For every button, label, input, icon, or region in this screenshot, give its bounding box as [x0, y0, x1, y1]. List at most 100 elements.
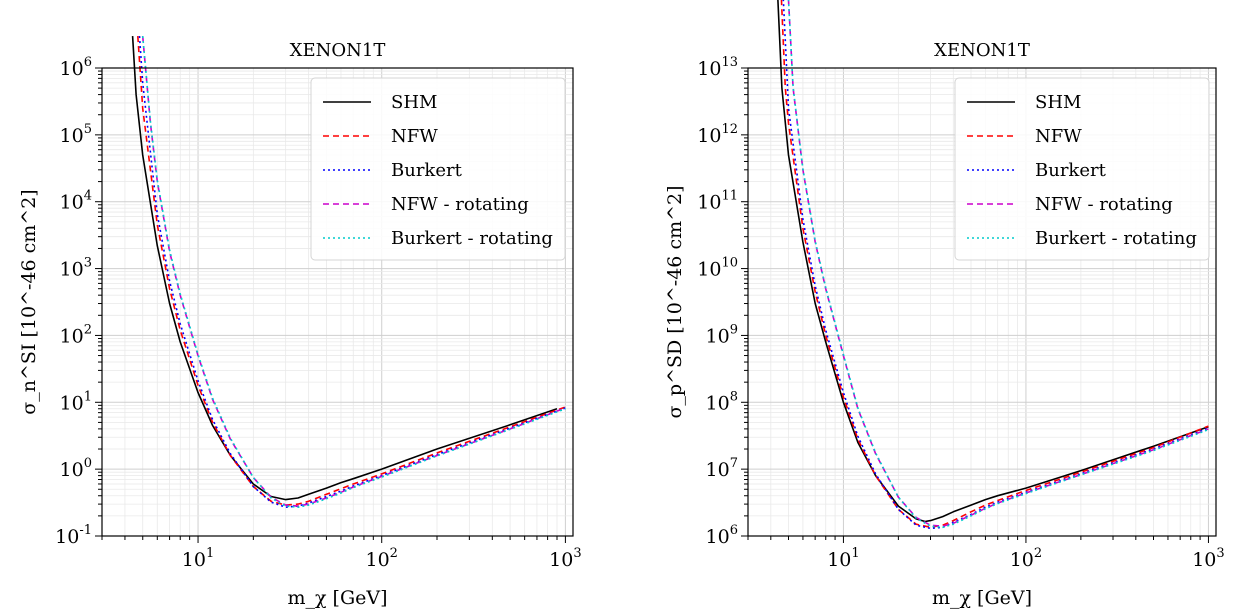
y-tick-label-base: 10: [706, 459, 730, 481]
y-tick-label-exp: 4: [84, 189, 92, 204]
y-tick-label-base: 10: [60, 58, 84, 80]
y-tick-label-exp: 9: [730, 322, 738, 337]
x-tick-label: 101: [182, 546, 214, 571]
series-line-burkert: [138, 36, 566, 508]
y-tick-label-exp: -1: [79, 523, 92, 538]
y-tick-label-base: 10: [60, 459, 84, 481]
y-tick-label-base: 10: [706, 526, 730, 548]
x-tick-label-exp: 2: [390, 546, 398, 561]
legend-label: NFW - rotating: [1035, 194, 1173, 215]
y-tick-label-exp: 5: [84, 122, 92, 137]
y-tick-label-exp: 7: [730, 456, 738, 471]
legend-box: [954, 77, 1210, 261]
x-axis-label: m_χ [GeV]: [287, 587, 387, 609]
y-tick-label-base: 10: [697, 259, 721, 281]
x-tick-label-exp: 1: [851, 546, 859, 561]
y-tick-label: 101: [60, 389, 92, 414]
y-tick-label: 109: [706, 322, 738, 347]
x-tick-label-base: 10: [1010, 549, 1034, 571]
x-tick-label-exp: 2: [1034, 546, 1042, 561]
y-tick-label-base: 10: [60, 125, 84, 147]
legend: SHM NFW Burkert NFW - rotating Burkert - rot…: [310, 77, 566, 261]
y-axis-label: σ_n^SI [10^-46 cm^2]: [18, 189, 40, 414]
x-tick-label-exp: 3: [573, 546, 581, 561]
x-tick-label: 101: [827, 546, 859, 571]
legend-label: SHM: [391, 92, 437, 113]
legend-label: Burkert: [1035, 160, 1107, 181]
y-tick-label-exp: 6: [84, 55, 92, 70]
series-line-nfw: [137, 36, 566, 506]
legend-box: [310, 77, 566, 261]
y-tick-label: 106: [706, 523, 738, 548]
y-tick-label-base: 10: [60, 392, 84, 414]
series-line-burkert-rotating: [787, 0, 1209, 529]
chart-title: XENON1T: [290, 40, 386, 61]
y-tick-label: 1011: [697, 189, 738, 214]
y-tick-label: 107: [706, 456, 738, 481]
ticks: [741, 67, 1209, 543]
series-group: [777, 0, 1209, 530]
axes-frame: [101, 67, 574, 537]
legend-label: NFW: [1035, 126, 1082, 147]
y-tick-label-base: 10: [60, 259, 84, 281]
x-tick-label: 103: [549, 546, 581, 571]
chart-title: XENON1T: [934, 40, 1030, 61]
y-tick-label-base: 10: [60, 192, 84, 214]
x-tick-label: 103: [1192, 546, 1224, 571]
y-tick-label-exp: 6: [730, 523, 738, 538]
y-tick-label: 1013: [697, 55, 738, 80]
y-tick-label-exp: 2: [84, 322, 92, 337]
y-tick-label: 1010: [697, 256, 738, 281]
x-tick-label: 102: [1010, 546, 1042, 571]
x-tick-label-base: 10: [827, 549, 851, 571]
ticks: [95, 67, 566, 543]
panel-2: 101 102 1031061071081091010101110121013XEN…: [664, 0, 1225, 609]
y-tick-label-exp: 10: [721, 256, 738, 271]
y-tick-label: 103: [60, 256, 92, 281]
y-tick-label-exp: 13: [721, 55, 738, 70]
y-tick-label-base: 10: [706, 392, 730, 414]
y-tick-label-exp: 1: [84, 389, 92, 404]
y-tick-label-base: 10: [697, 192, 721, 214]
legend-label: NFW: [391, 126, 438, 147]
y-tick-label: 105: [60, 122, 92, 147]
panel-1: 101 102 10310-1100101102103104105106XENON1…: [18, 36, 582, 609]
x-tick-label-base: 10: [1192, 549, 1216, 571]
y-tick-label: 10-1: [55, 523, 92, 548]
y-tick-label: 106: [60, 55, 92, 80]
series-group: [131, 36, 566, 508]
x-tick-label-exp: 1: [206, 546, 214, 561]
legend-label: Burkert: [391, 160, 463, 181]
y-tick-label-exp: 3: [84, 256, 92, 271]
y-tick-label: 100: [60, 456, 92, 481]
series-line-burkert: [782, 0, 1209, 530]
x-tick-label-base: 10: [549, 549, 573, 571]
y-tick-label-base: 10: [706, 325, 730, 347]
series-line-nfw: [780, 0, 1209, 529]
axes-frame: [747, 67, 1217, 537]
y-tick-label-base: 10: [697, 125, 721, 147]
y-tick-label-base: 10: [55, 526, 79, 548]
y-tick-label-exp: 11: [721, 189, 738, 204]
x-tick-label-base: 10: [365, 549, 389, 571]
y-tick-label: 108: [706, 389, 738, 414]
x-tick-label: 102: [365, 546, 397, 571]
x-axis-label: m_χ [GeV]: [932, 587, 1032, 609]
legend-label: SHM: [1035, 92, 1081, 113]
y-tick-label: 102: [60, 322, 92, 347]
legend-label: Burkert - rotating: [1035, 228, 1197, 249]
legend-label: NFW - rotating: [391, 194, 529, 215]
y-tick-label-exp: 8: [730, 389, 738, 404]
legend: SHM NFW Burkert NFW - rotating Burkert - rot…: [954, 77, 1210, 261]
series-line-nfw-rotating: [141, 36, 566, 507]
y-tick-label-base: 10: [697, 58, 721, 80]
y-axis-label: σ_p^SD [10^-46 cm^2]: [664, 185, 686, 418]
y-tick-label: 1012: [697, 122, 738, 147]
x-tick-label-exp: 3: [1216, 546, 1224, 561]
y-tick-label: 104: [60, 189, 92, 214]
x-tick-label-base: 10: [182, 549, 206, 571]
y-tick-label-exp: 0: [84, 456, 92, 471]
y-tick-label-exp: 12: [721, 122, 738, 137]
